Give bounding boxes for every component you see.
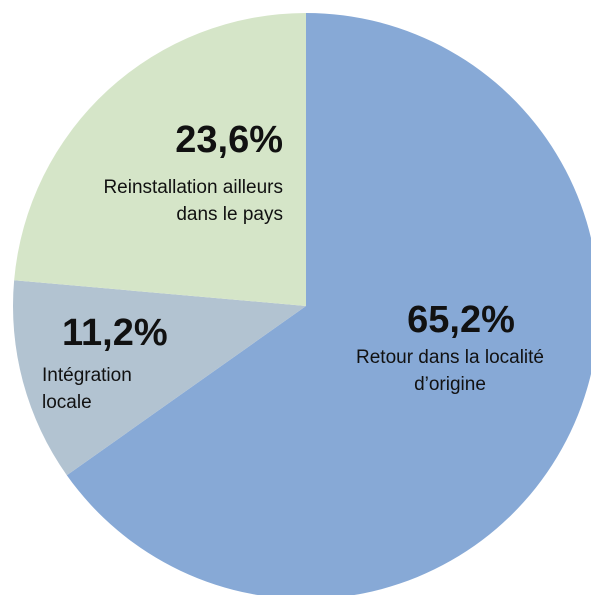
value-label: 23,6% — [175, 119, 283, 161]
category-label: Intégration locale — [42, 365, 132, 413]
category-label: Reinstallation ailleurs dans le pays — [103, 177, 283, 225]
value-label: 11,2% — [62, 312, 168, 354]
value-label: 65,2% — [407, 299, 515, 341]
pie-slice — [12, 280, 306, 476]
pie-slice — [66, 13, 591, 595]
category-label: Retour dans la localité d’origine — [356, 347, 544, 395]
pie-slice — [14, 13, 307, 306]
